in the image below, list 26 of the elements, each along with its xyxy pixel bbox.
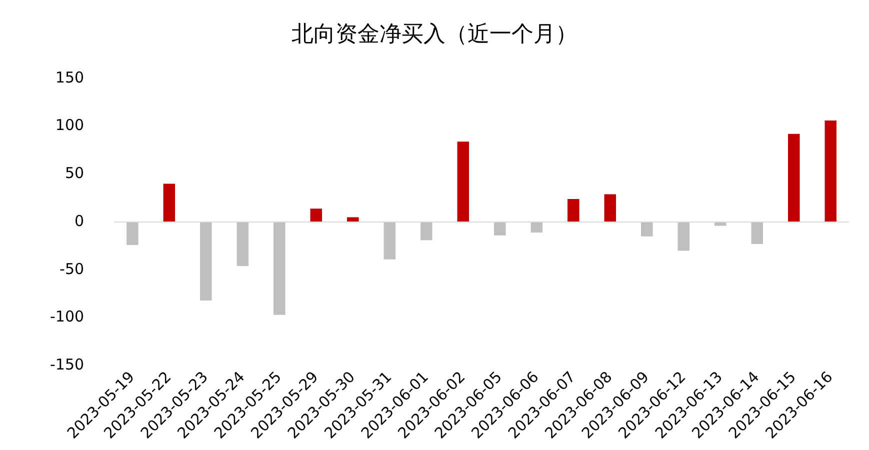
y-tick-label: -50 <box>60 260 84 278</box>
y-tick-label: 0 <box>74 212 84 230</box>
bar <box>824 120 837 222</box>
bar <box>274 222 286 315</box>
bar <box>604 194 616 222</box>
bar <box>236 222 249 266</box>
bar <box>457 142 470 222</box>
bar <box>751 222 764 244</box>
y-tick-label: 50 <box>64 164 84 182</box>
bar <box>678 222 690 251</box>
y-tick-label: -100 <box>50 308 84 326</box>
y-tick-label: 100 <box>55 116 84 134</box>
y-tick-label: -150 <box>50 356 84 374</box>
bar <box>568 199 580 222</box>
bar <box>384 222 396 260</box>
bar <box>494 222 506 236</box>
bar <box>200 222 212 301</box>
bar <box>641 222 653 236</box>
bar <box>530 222 543 233</box>
bar <box>420 222 432 240</box>
bar <box>788 134 800 222</box>
y-tick-label: 150 <box>55 68 84 86</box>
chart-title: 北向资金净买入（近一个月） <box>292 22 578 47</box>
bar <box>163 184 176 222</box>
bar <box>310 208 322 222</box>
bar <box>126 222 138 245</box>
